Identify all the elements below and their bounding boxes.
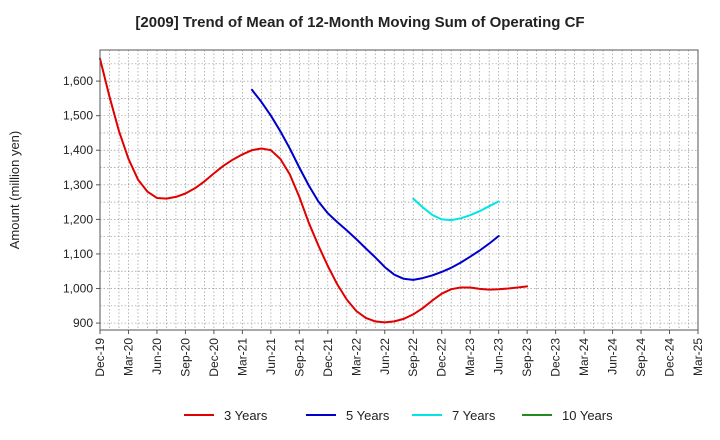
x-tick-label: Dec-22	[435, 338, 449, 377]
y-tick-label: 1,000	[63, 282, 93, 296]
legend-label: 10 Years	[562, 408, 613, 423]
y-tick-label: 1,200	[63, 212, 93, 226]
legend-label: 7 Years	[452, 408, 496, 423]
series-lines	[99, 57, 529, 324]
chart-title: [2009] Trend of Mean of 12-Month Moving …	[135, 14, 585, 31]
grid	[100, 50, 698, 330]
x-tick-label: Mar-24	[577, 338, 591, 376]
legend-label: 5 Years	[346, 408, 390, 423]
x-tick-label: Sep-21	[292, 338, 306, 377]
x-tick-label: Dec-19	[93, 338, 107, 377]
x-tick-label: Dec-20	[207, 338, 221, 377]
x-tick-label: Jun-22	[378, 338, 392, 375]
series-line-5-years	[250, 88, 500, 281]
x-tick-label: Mar-20	[121, 338, 135, 376]
x-tick-label: Mar-22	[349, 338, 363, 376]
x-tick-label: Sep-20	[178, 338, 192, 377]
x-tick-label: Dec-24	[663, 338, 677, 377]
x-tick-label: Mar-25	[691, 338, 705, 376]
x-tick-label: Dec-21	[321, 338, 335, 377]
x-tick-label: Mar-21	[235, 338, 249, 376]
y-tick-label: 1,300	[63, 178, 93, 192]
y-tick-label: 1,500	[63, 109, 93, 123]
series-line-3-years	[99, 57, 529, 324]
x-tick-label: Jun-21	[264, 338, 278, 375]
x-axis-ticks: Dec-19 Mar-20 Jun-20 Sep-20 Dec-20 Mar-21 Jun-…	[93, 330, 705, 377]
y-tick-label: 1,400	[63, 143, 93, 157]
legend-label: 3 Years	[224, 408, 268, 423]
y-axis-label: Amount (million yen)	[7, 131, 22, 250]
x-tick-label: Sep-22	[406, 338, 420, 377]
y-tick-label: 1,600	[63, 74, 93, 88]
y-tick-label: 1,100	[63, 247, 93, 261]
x-tick-label: Sep-24	[634, 338, 648, 377]
y-axis-ticks: 900 1,000 1,100 1,200 1,300 1,400 1,500 1,600	[63, 74, 100, 330]
x-tick-label: Jun-24	[606, 338, 620, 375]
x-tick-label: Sep-23	[520, 338, 534, 377]
y-tick-label: 900	[73, 316, 93, 330]
x-tick-label: Mar-23	[463, 338, 477, 376]
plot-frame	[99, 49, 699, 331]
legend: 3 Years 5 Years 7 Years 10 Years	[184, 408, 613, 423]
x-tick-label: Jun-20	[150, 338, 164, 375]
x-tick-label: Dec-23	[549, 338, 563, 377]
x-tick-label: Jun-23	[492, 338, 506, 375]
series-line-7-years	[412, 197, 500, 222]
